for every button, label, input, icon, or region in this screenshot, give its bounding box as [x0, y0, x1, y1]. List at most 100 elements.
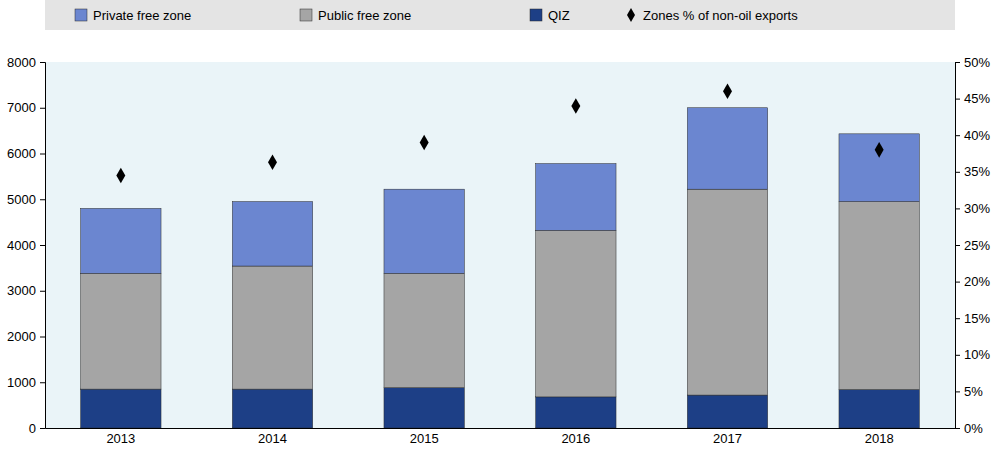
tick: 15%	[955, 311, 990, 326]
tick: 0	[29, 421, 45, 436]
tick-mark	[955, 135, 960, 136]
tick-label: 2017	[713, 431, 742, 446]
marker	[875, 142, 884, 158]
axis-line	[956, 63, 961, 429]
tick-label: 2014	[258, 431, 287, 446]
tick: 2018	[865, 428, 894, 446]
tick-label: 2013	[106, 431, 135, 446]
legend-item: Zones % of non-oil exports	[627, 8, 798, 23]
tick: 20%	[955, 274, 990, 289]
plot-area	[81, 83, 920, 428]
tick-label: 0%	[964, 421, 983, 436]
tick-label: 5%	[964, 384, 983, 399]
marker	[420, 135, 429, 151]
tick: 2017	[713, 428, 742, 446]
legend-label: Zones % of non-oil exports	[643, 8, 798, 23]
tick-mark	[955, 208, 960, 209]
tick-label: 2000	[7, 329, 36, 344]
tick-label: 15%	[964, 311, 990, 326]
tick-mark	[40, 108, 45, 109]
tick-mark	[40, 154, 45, 155]
tick-mark	[955, 245, 960, 246]
marker	[571, 98, 580, 114]
tick: 50%	[955, 55, 990, 70]
y-axis: 0 1000 2000 3000 4000 5000 6000 7000 8000	[7, 55, 45, 436]
tick: 0%	[955, 421, 983, 436]
plot-background	[45, 62, 955, 428]
tick-mark	[40, 62, 45, 63]
tick: 5000	[7, 192, 45, 207]
tick: 2016	[561, 428, 590, 446]
tick: 2015	[410, 428, 439, 446]
tick-label: 3000	[7, 283, 36, 298]
tick: 35%	[955, 164, 990, 179]
tick: 7000	[7, 100, 45, 115]
bar-segment	[687, 189, 767, 395]
tick: 40%	[955, 128, 990, 143]
bar-segment	[536, 164, 616, 231]
bar-segment	[687, 395, 767, 428]
tick-label: 50%	[964, 55, 990, 70]
axis-line	[40, 63, 46, 429]
tick: 3000	[7, 283, 45, 298]
bar-segment	[384, 388, 464, 428]
tick-label: 10%	[964, 347, 990, 362]
tick-label: 7000	[7, 100, 36, 115]
legend-item: QIZ	[530, 8, 570, 23]
tick-label: 5000	[7, 192, 36, 207]
bar-segment	[81, 273, 161, 389]
tick: 25%	[955, 238, 990, 253]
legend-swatch	[530, 9, 542, 21]
tick: 2000	[7, 329, 45, 344]
marker	[268, 154, 277, 170]
bar-segment	[232, 389, 312, 428]
tick-mark	[955, 318, 960, 319]
marker	[116, 168, 125, 184]
bar-segment	[384, 273, 464, 387]
legend-label: QIZ	[548, 8, 570, 23]
tick-label: 6000	[7, 146, 36, 161]
tick-label: 2015	[410, 431, 439, 446]
bar-segment	[839, 134, 919, 202]
bar-segment	[536, 230, 616, 397]
tick-mark	[40, 199, 45, 200]
tick-mark	[40, 382, 45, 383]
legend-label: Private free zone	[93, 8, 191, 23]
tick-mark	[40, 337, 45, 338]
legend-item: Public free zone	[300, 8, 411, 23]
tick: 4000	[7, 238, 45, 253]
legend-label: Public free zone	[318, 8, 411, 23]
y2-axis: 0% 5% 10% 15% 20% 25% 30% 35% 40% 45% 50%	[955, 55, 990, 436]
tick-label: 25%	[964, 238, 990, 253]
tick-label: 20%	[964, 274, 990, 289]
tick-label: 45%	[964, 91, 990, 106]
legend-swatch	[75, 9, 87, 21]
tick-mark	[955, 99, 960, 100]
bar-segment	[232, 266, 312, 389]
tick: 45%	[955, 91, 990, 106]
bar-segment	[839, 202, 919, 390]
tick-mark	[955, 62, 960, 63]
bar-segment	[687, 108, 767, 189]
bar-segment	[81, 208, 161, 273]
tick-mark	[955, 172, 960, 173]
legend-item: Private free zone	[75, 8, 191, 23]
bar-segment	[384, 189, 464, 273]
tick: 10%	[955, 347, 990, 362]
x-axis: 2013 2014 2015 2016 2017 2018	[46, 428, 956, 446]
tick-mark	[955, 282, 960, 283]
tick: 1000	[7, 375, 45, 390]
tick-label: 30%	[964, 201, 990, 216]
marker	[723, 83, 732, 99]
legend-swatch	[627, 8, 635, 22]
tick: 8000	[7, 55, 45, 70]
bar-segment	[232, 202, 312, 267]
legend: Private free zone Public free zone QIZ Zone…	[75, 8, 798, 23]
tick-mark	[955, 391, 960, 392]
tick-mark	[955, 355, 960, 356]
bar-segment	[81, 389, 161, 428]
tick-label: 8000	[7, 55, 36, 70]
tick: 2013	[106, 428, 135, 446]
tick-mark	[955, 428, 960, 429]
tick-label: 0	[29, 421, 36, 436]
